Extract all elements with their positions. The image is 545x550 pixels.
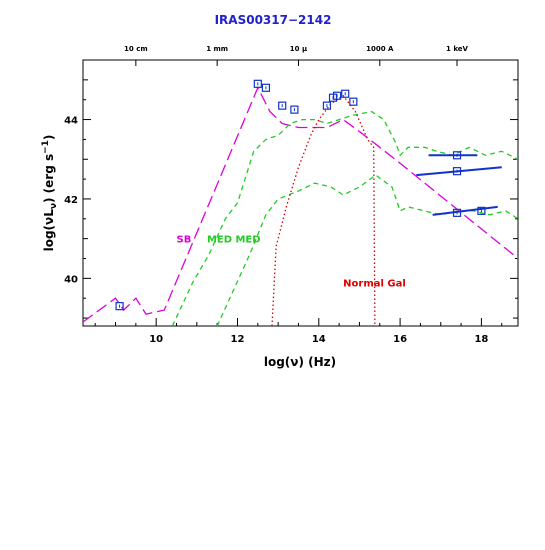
data-point bbox=[261, 83, 271, 92]
top-axis-label: 1000 A bbox=[366, 45, 394, 53]
x-tick-label: 12 bbox=[231, 334, 245, 345]
annotation-label: MED bbox=[207, 235, 232, 246]
y-axis-label: log(νLν) (erg s−1) bbox=[41, 135, 59, 252]
xray-range-line bbox=[432, 205, 498, 216]
data-point bbox=[477, 206, 486, 215]
data-point bbox=[278, 101, 287, 110]
top-axis-label: 10 cm bbox=[124, 45, 148, 53]
xray-range-line bbox=[416, 166, 502, 177]
series-line-med bbox=[171, 110, 518, 326]
x-tick-label: 10 bbox=[149, 334, 163, 345]
data-point bbox=[452, 167, 462, 176]
y-tick-label: 44 bbox=[64, 116, 78, 127]
y-tick-label: 40 bbox=[64, 274, 78, 285]
annotation-label: SB bbox=[177, 235, 192, 246]
observed-points bbox=[115, 79, 502, 311]
chart-title: IRAS00317−2142 bbox=[215, 13, 332, 27]
x-axis-label: log(ν) (Hz) bbox=[264, 355, 336, 369]
y-tick-label: 42 bbox=[64, 195, 78, 206]
annotation-label: Normal Gal bbox=[343, 278, 406, 289]
top-axis-label: 1 mm bbox=[206, 45, 228, 53]
top-axis-label: 10 μ bbox=[290, 45, 307, 53]
data-point bbox=[452, 151, 462, 160]
model-curves bbox=[83, 86, 518, 326]
data-point bbox=[332, 91, 342, 100]
axis-ticks: 10 12 14 16 18 40 42 44 10 cm 1 mm 10 μ 1000 A 1 keV bbox=[64, 45, 518, 345]
series-line-sb bbox=[83, 86, 518, 323]
series-line-med bbox=[216, 174, 518, 326]
plot-frame bbox=[82, 59, 519, 327]
data-point bbox=[290, 105, 299, 114]
data-point bbox=[115, 302, 124, 311]
data-point bbox=[322, 101, 332, 110]
data-point bbox=[253, 79, 262, 88]
x-tick-label: 18 bbox=[474, 334, 488, 345]
x-tick-label: 14 bbox=[312, 334, 326, 345]
annotation-label: MED bbox=[235, 235, 260, 246]
series-line-normal-gal bbox=[271, 94, 376, 326]
data-point bbox=[452, 208, 462, 217]
data-point bbox=[341, 89, 350, 98]
data-point bbox=[349, 97, 358, 106]
curve-annotations: SB MED MED Normal Gal bbox=[177, 235, 406, 290]
x-tick-label: 16 bbox=[393, 334, 407, 345]
top-axis-label: 1 keV bbox=[446, 45, 469, 53]
